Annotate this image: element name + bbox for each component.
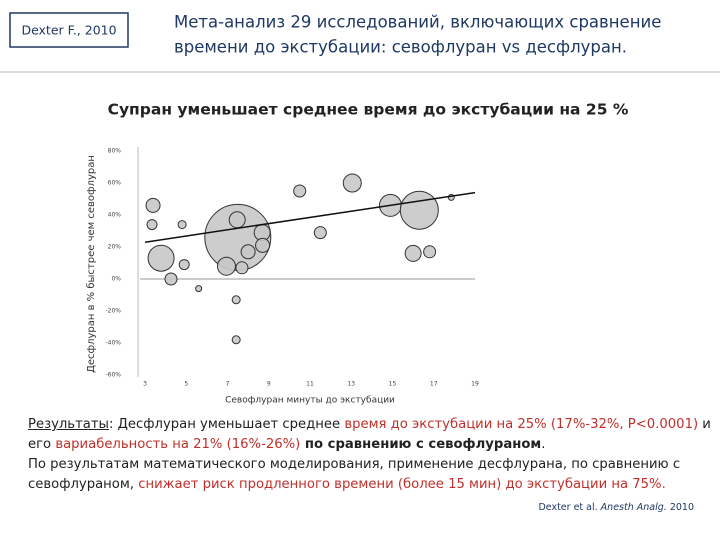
text-segment: : Десфлуран уменьшает среднее bbox=[108, 417, 345, 432]
bubble bbox=[235, 261, 249, 275]
text-segment: Dexter et al. bbox=[538, 502, 601, 513]
y-tick-label: -60% bbox=[105, 372, 121, 379]
text-segment: Результаты bbox=[28, 417, 109, 432]
x-tick-label: 11 bbox=[306, 381, 314, 388]
bubble bbox=[164, 272, 178, 286]
text-segment: По результатам математического моделиров… bbox=[28, 457, 681, 492]
trend-line bbox=[144, 191, 476, 243]
bubble bbox=[147, 244, 175, 272]
x-tick-label: 15 bbox=[389, 381, 397, 388]
text-segment: . bbox=[541, 437, 546, 452]
bubble bbox=[216, 256, 236, 276]
x-tick-label: 17 bbox=[430, 381, 438, 388]
results-paragraph: Результаты: Десфлуран уменьшает среднее … bbox=[28, 415, 713, 455]
bubble bbox=[177, 220, 187, 230]
chart-title: Супран уменьшает среднее время до экстуб… bbox=[108, 101, 629, 119]
x-tick-label: 13 bbox=[347, 381, 355, 388]
bubble bbox=[231, 295, 241, 305]
bubble bbox=[293, 184, 307, 198]
text-segment: время до экстубации на 25% (17%-32%, P<0… bbox=[344, 417, 699, 432]
bubble bbox=[313, 226, 327, 240]
badge: Dexter F., 2010 bbox=[21, 23, 116, 38]
y-tick-label: 80% bbox=[108, 148, 122, 155]
y-tick-label: 40% bbox=[108, 212, 122, 219]
x-tick-label: 5 bbox=[184, 381, 188, 388]
title-line: Мета-анализ 29 исследований, включающих … bbox=[174, 13, 661, 32]
bubble bbox=[228, 211, 246, 229]
bubble bbox=[195, 285, 203, 293]
x-tick-label: 9 bbox=[267, 381, 271, 388]
text-segment: вариабельность на 21% (16%-26%) bbox=[55, 437, 301, 452]
bubble bbox=[255, 237, 271, 253]
text-segment: снижает риск продленного времени (более … bbox=[138, 477, 666, 492]
bubble bbox=[178, 259, 190, 271]
bubble bbox=[240, 244, 256, 260]
title-line: времени до экстубации: севофлуран vs дес… bbox=[174, 38, 627, 57]
text-segment: 2010 bbox=[666, 502, 694, 513]
y-tick-label: -20% bbox=[105, 308, 121, 315]
text-segment: и его bbox=[28, 417, 711, 452]
y-tick-label: -40% bbox=[105, 340, 121, 347]
x-tick-label: 3 bbox=[143, 381, 147, 388]
x-axis-label: Севофлуран минуты до экстубации bbox=[225, 396, 395, 406]
y-axis-label: Десфлуран в % быстрее чем севофлуран bbox=[86, 155, 97, 373]
x-tick-label: 7 bbox=[226, 381, 230, 388]
bubble bbox=[342, 173, 362, 193]
x-tick-label: 19 bbox=[471, 381, 479, 388]
y-tick-label: 20% bbox=[108, 244, 122, 251]
bubble bbox=[423, 245, 437, 259]
bubble bbox=[399, 190, 439, 230]
bubble bbox=[404, 244, 422, 262]
badge-box bbox=[9, 12, 129, 48]
citation: Dexter et al. Anesth Analg. 2010 bbox=[538, 502, 694, 513]
bubble bbox=[231, 335, 241, 345]
bubble bbox=[146, 219, 158, 231]
y-tick-label: 60% bbox=[108, 180, 122, 187]
text-segment: Anesth Analg. bbox=[600, 502, 667, 513]
text-segment: по сравнению с севофлураном bbox=[300, 437, 542, 452]
results-paragraph: По результатам математического моделиров… bbox=[28, 455, 713, 495]
y-tick-label: 0% bbox=[111, 276, 121, 283]
bubble bbox=[145, 197, 161, 213]
